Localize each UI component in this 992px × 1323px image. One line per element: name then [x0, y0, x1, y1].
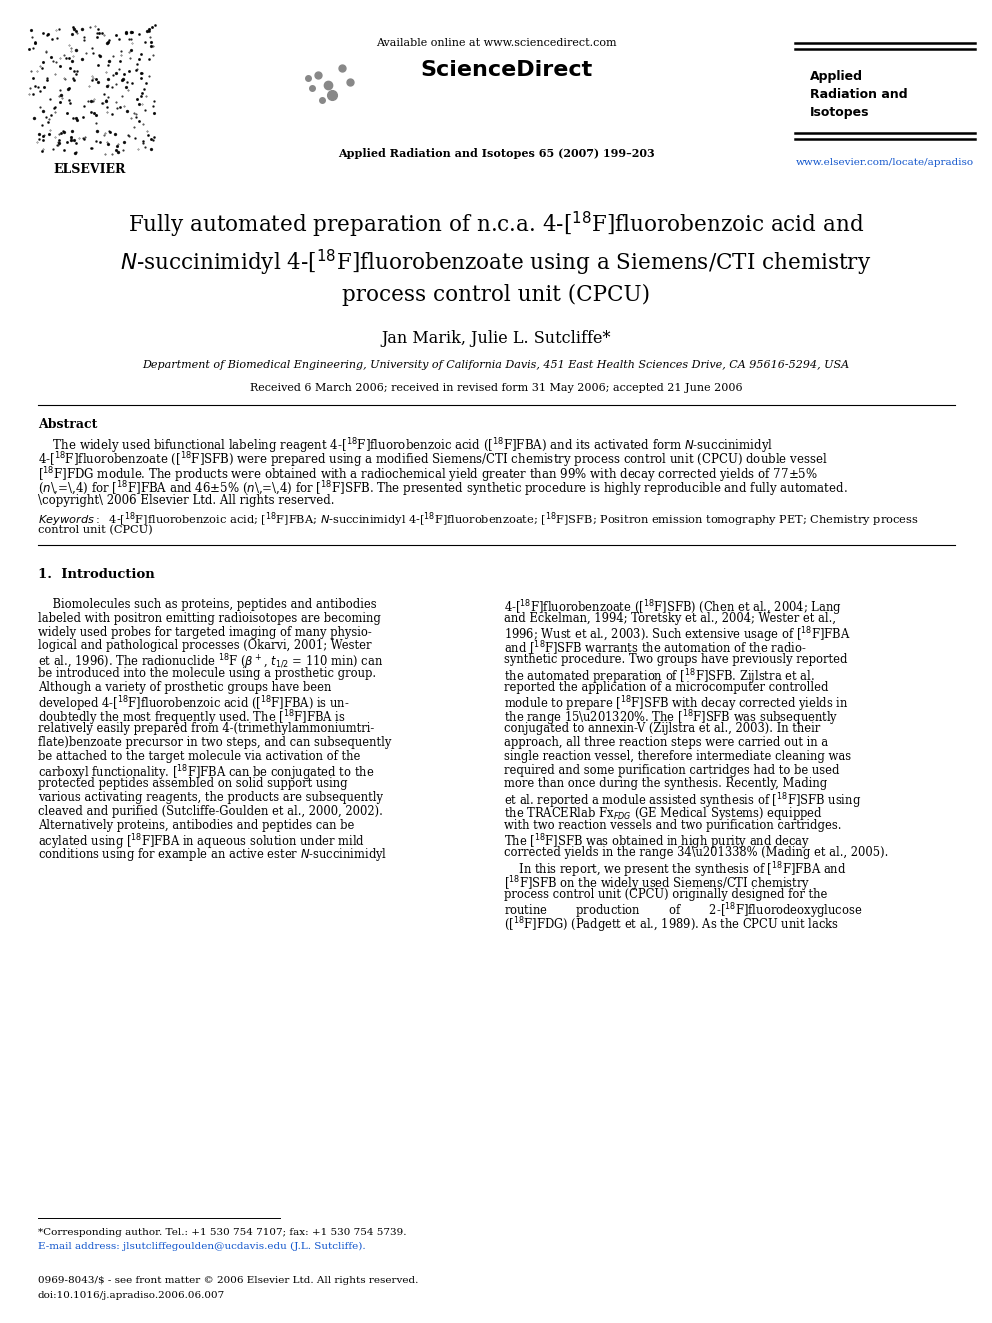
Text: Radiation and: Radiation and	[810, 89, 908, 101]
Text: approach, all three reaction steps were carried out in a: approach, all three reaction steps were …	[504, 736, 828, 749]
Text: ([$^{18}$F]FDG) (Padgett et al., 1989). As the CPCU unit lacks: ([$^{18}$F]FDG) (Padgett et al., 1989). …	[504, 916, 839, 935]
Text: single reaction vessel, therefore intermediate cleaning was: single reaction vessel, therefore interm…	[504, 750, 851, 763]
Text: synthetic procedure. Two groups have previously reported: synthetic procedure. Two groups have pre…	[504, 654, 847, 667]
Text: The [$^{18}$F]SFB was obtained in high purity and decay: The [$^{18}$F]SFB was obtained in high p…	[504, 832, 810, 852]
Text: et al. reported a module assisted synthesis of [$^{18}$F]SFB using: et al. reported a module assisted synthe…	[504, 791, 861, 811]
Text: E-mail address: jlsutcliffegoulden@ucdavis.edu (J.L. Sutcliffe).: E-mail address: jlsutcliffegoulden@ucdav…	[38, 1242, 366, 1252]
Text: Isotopes: Isotopes	[810, 106, 870, 119]
Text: the range 15\u201320%. The [$^{18}$F]SFB was subsequently: the range 15\u201320%. The [$^{18}$F]SFB…	[504, 708, 838, 728]
Text: Biomolecules such as proteins, peptides and antibodies: Biomolecules such as proteins, peptides …	[38, 598, 377, 611]
Text: et al., 1996). The radionuclide $^{18}$F ($\beta^+$, $t_{1/2}$ = 110 min) can: et al., 1996). The radionuclide $^{18}$F…	[38, 654, 383, 672]
Text: required and some purification cartridges had to be used: required and some purification cartridge…	[504, 763, 839, 777]
Text: with two reaction vessels and two purification cartridges.: with two reaction vessels and two purifi…	[504, 819, 841, 832]
Text: [$^{18}$F]FDG module. The products were obtained with a radiochemical yield grea: [$^{18}$F]FDG module. The products were …	[38, 464, 817, 484]
Text: doubtedly the most frequently used. The [$^{18}$F]FBA is: doubtedly the most frequently used. The …	[38, 708, 345, 728]
Text: logical and pathological processes (Okarvi, 2001; Wester: logical and pathological processes (Okar…	[38, 639, 371, 652]
Text: and [$^{18}$F]SFB warrants the automation of the radio-: and [$^{18}$F]SFB warrants the automatio…	[504, 639, 806, 658]
Text: 1.  Introduction: 1. Introduction	[38, 568, 155, 581]
Text: 4-[$^{18}$F]fluorobenzoate ([$^{18}$F]SFB) (Chen et al., 2004; Lang: 4-[$^{18}$F]fluorobenzoate ([$^{18}$F]SF…	[504, 598, 841, 618]
Text: conditions using for example an active ester $\it{N}$-succinimidyl: conditions using for example an active e…	[38, 847, 387, 864]
Text: $\it{Keywords:}$  4-[$^{18}$F]fluorobenzoic acid; [$^{18}$F]FBA; $\it{N}$-succin: $\it{Keywords:}$ 4-[$^{18}$F]fluorobenzo…	[38, 509, 919, 529]
Text: *Corresponding author. Tel.: +1 530 754 7107; fax: +1 530 754 5739.: *Corresponding author. Tel.: +1 530 754 …	[38, 1228, 407, 1237]
Text: ($n$\,=\,4) for [$^{18}$F]FBA and 46$\pm$5% ($n$\,=\,4) for [$^{18}$F]SFB. The p: ($n$\,=\,4) for [$^{18}$F]FBA and 46$\pm…	[38, 479, 848, 499]
Text: developed 4-[$^{18}$F]fluorobenzoic acid ([$^{18}$F]FBA) is un-: developed 4-[$^{18}$F]fluorobenzoic acid…	[38, 695, 349, 714]
Text: In this report, we present the synthesis of [$^{18}$F]FBA and: In this report, we present the synthesis…	[504, 860, 846, 880]
Text: www.elsevier.com/locate/apradiso: www.elsevier.com/locate/apradiso	[796, 157, 974, 167]
Text: Received 6 March 2006; received in revised form 31 May 2006; accepted 21 June 20: Received 6 March 2006; received in revis…	[250, 382, 742, 393]
Text: $\it{N}$-succinimidyl 4-[$^{18}$F]fluorobenzoate using a Siemens/CTI chemistry: $\it{N}$-succinimidyl 4-[$^{18}$F]fluoro…	[120, 247, 872, 278]
Text: cleaved and purified (Sutcliffe-Goulden et al., 2000, 2002).: cleaved and purified (Sutcliffe-Goulden …	[38, 804, 383, 818]
Text: Applied Radiation and Isotopes 65 (2007) 199–203: Applied Radiation and Isotopes 65 (2007)…	[337, 148, 655, 159]
Text: control unit (CPCU): control unit (CPCU)	[38, 525, 153, 536]
Text: 4-[$^{18}$F]fluorobenzoate ([$^{18}$F]SFB) were prepared using a modified Siemen: 4-[$^{18}$F]fluorobenzoate ([$^{18}$F]SF…	[38, 451, 827, 470]
Text: Applied: Applied	[810, 70, 863, 83]
Text: ScienceDirect: ScienceDirect	[420, 60, 592, 79]
Text: Alternatively proteins, antibodies and peptides can be: Alternatively proteins, antibodies and p…	[38, 819, 354, 832]
Text: carboxyl functionality. [$^{18}$F]FBA can be conjugated to the: carboxyl functionality. [$^{18}$F]FBA ca…	[38, 763, 374, 783]
Text: routine        production        of        2-[$^{18}$F]fluorodeoxyglucose: routine production of 2-[$^{18}$F]fluoro…	[504, 901, 862, 921]
Text: be introduced into the molecule using a prosthetic group.: be introduced into the molecule using a …	[38, 667, 376, 680]
Text: Fully automated preparation of n.c.a. 4-[$^{18}$F]fluorobenzoic acid and: Fully automated preparation of n.c.a. 4-…	[128, 210, 864, 241]
Text: [$^{18}$F]SFB on the widely used Siemens/CTI chemistry: [$^{18}$F]SFB on the widely used Siemens…	[504, 875, 810, 893]
Text: corrected yields in the range 34\u201338% (Mading et al., 2005).: corrected yields in the range 34\u201338…	[504, 847, 889, 860]
Text: 1996; Wust et al., 2003). Such extensive usage of [$^{18}$F]FBA: 1996; Wust et al., 2003). Such extensive…	[504, 626, 851, 646]
Text: flate)benzoate precursor in two steps, and can subsequently: flate)benzoate precursor in two steps, a…	[38, 736, 392, 749]
Text: Jan Marik, Julie L. Sutcliffe*: Jan Marik, Julie L. Sutcliffe*	[381, 329, 611, 347]
Text: the automated preparation of [$^{18}$F]SFB. Zijlstra et al.: the automated preparation of [$^{18}$F]S…	[504, 667, 814, 687]
Text: relatively easily prepared from 4-(trimethylammoniumtri-: relatively easily prepared from 4-(trime…	[38, 722, 374, 736]
Text: and Eckelman, 1994; Toretsky et al., 2004; Wester et al.,: and Eckelman, 1994; Toretsky et al., 200…	[504, 611, 836, 624]
Text: labeled with positron emitting radioisotopes are becoming: labeled with positron emitting radioisot…	[38, 611, 381, 624]
Text: Although a variety of prosthetic groups have been: Although a variety of prosthetic groups …	[38, 681, 331, 693]
Text: doi:10.1016/j.apradiso.2006.06.007: doi:10.1016/j.apradiso.2006.06.007	[38, 1291, 225, 1301]
Text: Department of Biomedical Engineering, University of California Davis, 451 East H: Department of Biomedical Engineering, Un…	[143, 360, 849, 370]
Text: the TRACERlab Fx$_{FDG}$ (GE Medical Systems) equipped: the TRACERlab Fx$_{FDG}$ (GE Medical Sys…	[504, 804, 822, 822]
Text: module to prepare [$^{18}$F]SFB with decay corrected yields in: module to prepare [$^{18}$F]SFB with dec…	[504, 695, 848, 714]
Text: Available online at www.sciencedirect.com: Available online at www.sciencedirect.co…	[376, 38, 616, 48]
Text: 0969-8043/$ - see front matter © 2006 Elsevier Ltd. All rights reserved.: 0969-8043/$ - see front matter © 2006 El…	[38, 1275, 419, 1285]
Text: more than once during the synthesis. Recently, Mading: more than once during the synthesis. Rec…	[504, 778, 827, 790]
Text: reported the application of a microcomputer controlled: reported the application of a microcompu…	[504, 681, 828, 693]
Text: widely used probes for targeted imaging of many physio-: widely used probes for targeted imaging …	[38, 626, 372, 639]
Text: be attached to the target molecule via activation of the: be attached to the target molecule via a…	[38, 750, 360, 763]
Text: acylated using [$^{18}$F]FBA in aqueous solution under mild: acylated using [$^{18}$F]FBA in aqueous …	[38, 832, 365, 852]
Text: ELSEVIER: ELSEVIER	[54, 163, 126, 176]
Text: The widely used bifunctional labeling reagent 4-[$^{18}$F]fluorobenzoic acid ([$: The widely used bifunctional labeling re…	[38, 437, 773, 455]
Text: \copyright\ 2006 Elsevier Ltd. All rights reserved.: \copyright\ 2006 Elsevier Ltd. All right…	[38, 493, 334, 507]
Text: process control unit (CPCU): process control unit (CPCU)	[342, 284, 650, 306]
Text: process control unit (CPCU) originally designed for the: process control unit (CPCU) originally d…	[504, 888, 827, 901]
Text: protected peptides assembled on solid support using: protected peptides assembled on solid su…	[38, 778, 347, 790]
Text: conjugated to annexin-V (Zijlstra et al., 2003). In their: conjugated to annexin-V (Zijlstra et al.…	[504, 722, 820, 736]
Text: various activating reagents, the products are subsequently: various activating reagents, the product…	[38, 791, 383, 804]
Text: Abstract: Abstract	[38, 418, 97, 431]
